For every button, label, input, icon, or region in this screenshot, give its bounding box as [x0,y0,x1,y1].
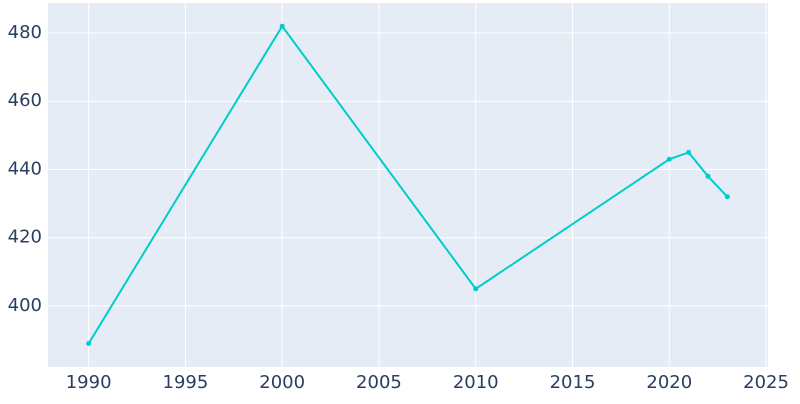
x-tick-label: 2010 [453,372,499,393]
x-tick-label: 2020 [646,372,692,393]
point [279,23,285,29]
x-tick-label: 1990 [66,372,112,393]
point [86,340,92,346]
y-tick-label: 460 [8,90,42,111]
y-tick-label: 480 [8,22,42,43]
point [666,156,672,162]
point [724,194,730,200]
y-tick-label: 420 [8,227,42,248]
y-tick-label: 440 [8,158,42,179]
x-tick-label: 2015 [550,372,596,393]
point [705,173,711,179]
x-tick-label: 2000 [259,372,305,393]
x-tick-label: 2025 [743,372,789,393]
x-tick-label: 2005 [356,372,402,393]
x-tick-label: 1995 [163,372,209,393]
point [473,286,479,292]
y-tick-label: 400 [8,295,42,316]
point [686,149,692,155]
plot-area [48,3,768,367]
